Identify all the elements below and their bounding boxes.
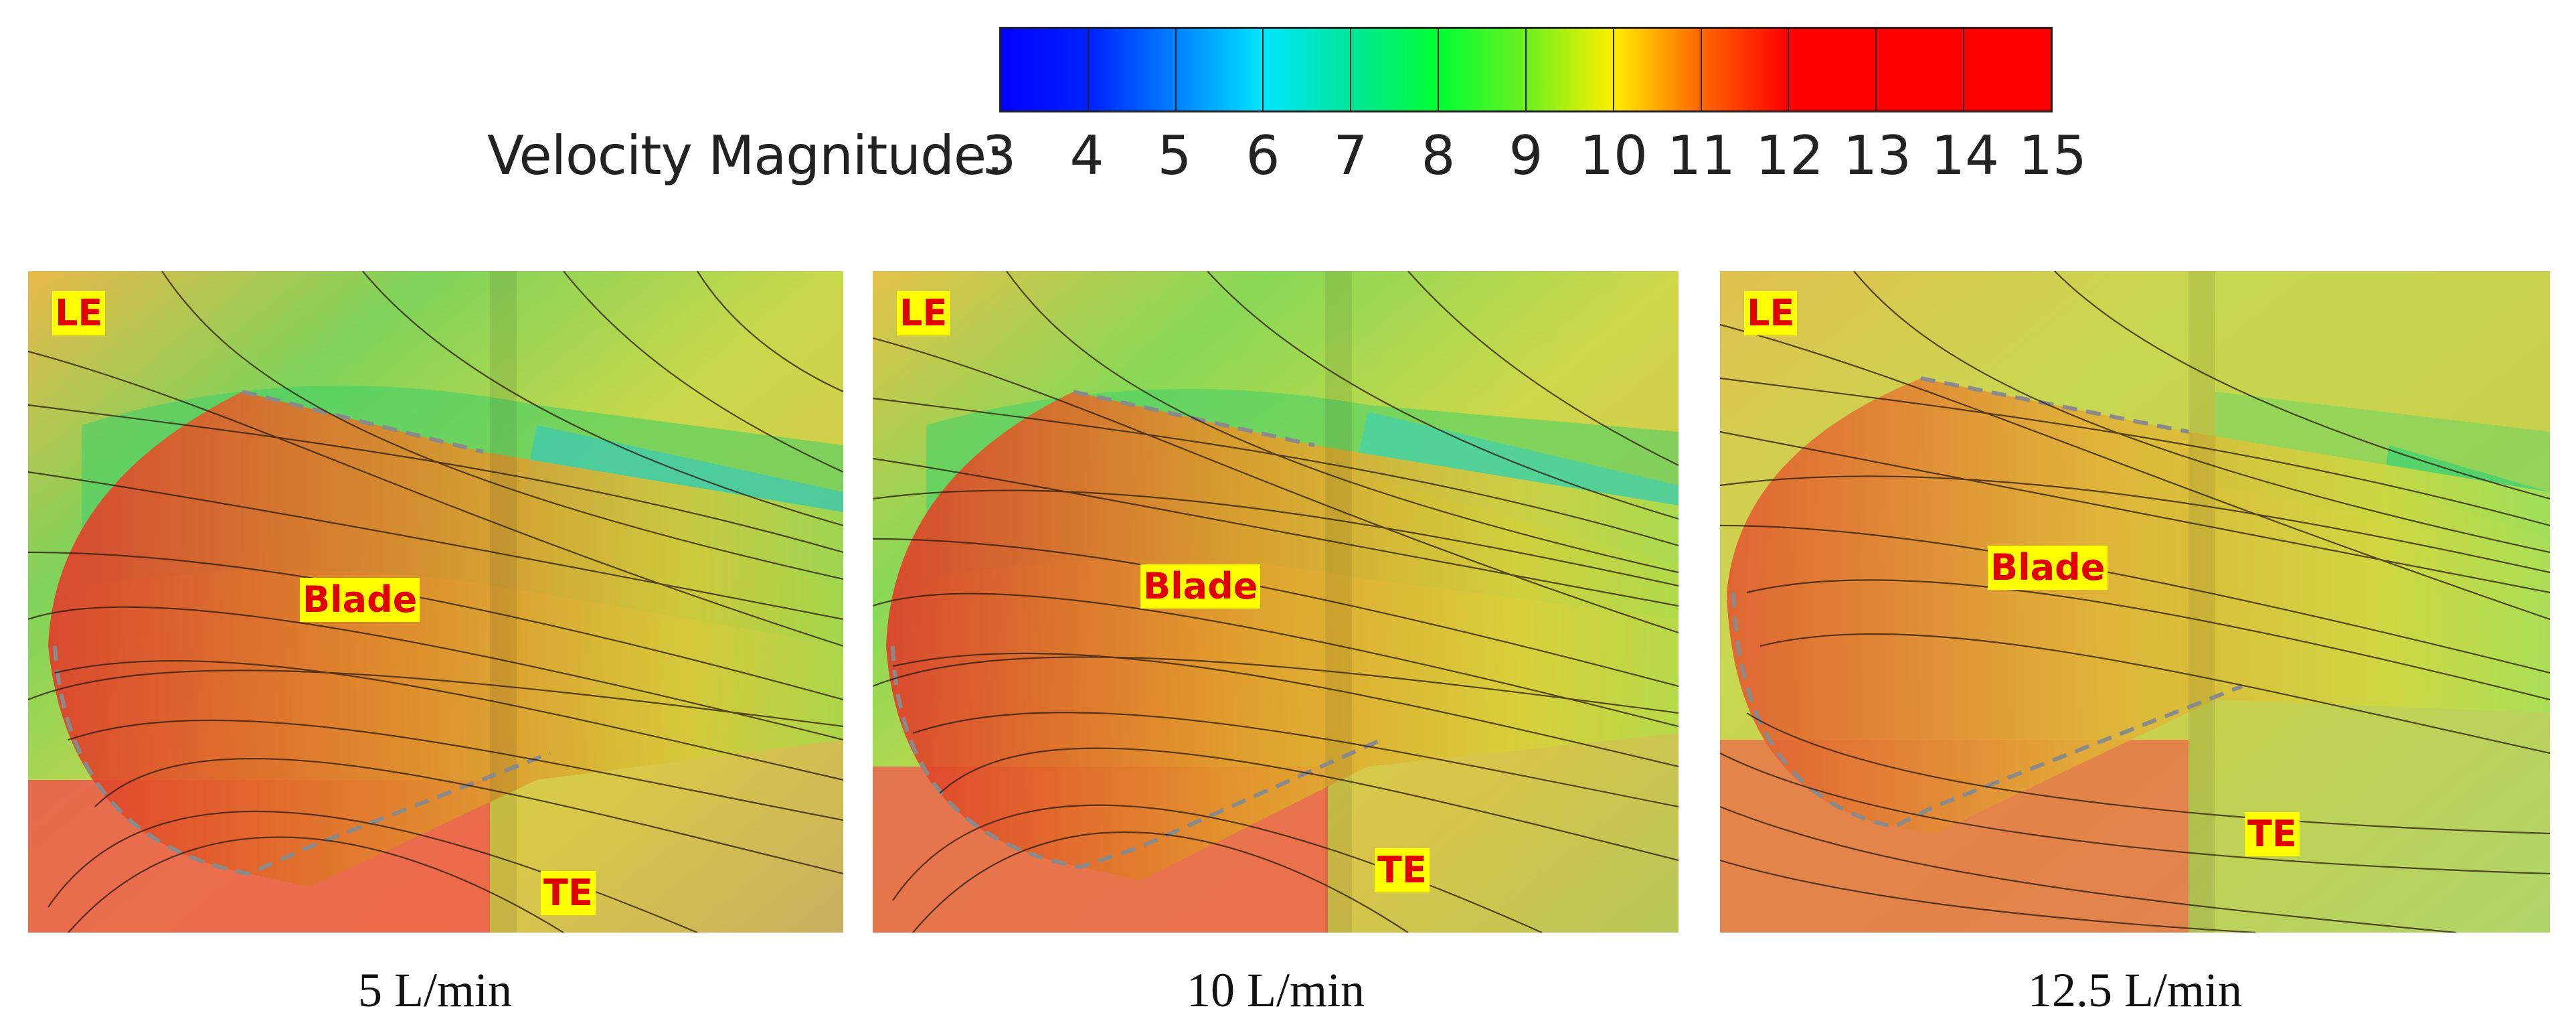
flow-panel-5lpm: LE Blade TE: [28, 271, 843, 933]
legend-tick: 10: [1579, 125, 1648, 187]
flow-panel-10lpm: LE Blade TE: [873, 271, 1679, 933]
legend-tick: 14: [1931, 125, 1999, 187]
legend-tick: 7: [1333, 125, 1368, 187]
color-bar-segment: [1789, 29, 1877, 110]
panel-caption: 5 L/min: [358, 963, 512, 1017]
panel-caption: 12.5 L/min: [2028, 963, 2242, 1017]
legend-tick: 4: [1069, 125, 1104, 187]
color-bar-segment: [1526, 29, 1614, 110]
color-bar-segment: [1176, 29, 1264, 110]
blade-label: Blade: [1988, 546, 2108, 590]
trailing-edge-label: TE: [1375, 848, 1430, 892]
velocity-field-image: [28, 271, 843, 933]
trailing-edge-label: TE: [2245, 812, 2300, 856]
legend-tick: 5: [1157, 125, 1192, 187]
color-bar-segment: [1088, 29, 1177, 110]
legend-tick: 6: [1246, 125, 1280, 187]
legend-tick: 15: [2019, 125, 2087, 187]
legend-tick: 12: [1755, 125, 1824, 187]
leading-edge-label: LE: [1744, 291, 1798, 335]
legend-tick: 11: [1667, 125, 1735, 187]
panel-caption: 10 L/min: [1187, 963, 1365, 1017]
blade-label: Blade: [300, 578, 420, 622]
trailing-edge-label: TE: [541, 871, 596, 915]
legend-tick: 8: [1421, 125, 1456, 187]
color-bar-segment: [1001, 29, 1089, 110]
color-bar-segment: [1264, 29, 1352, 110]
velocity-field-image: [1720, 271, 2550, 933]
flow-panel-12-5lpm: LE Blade TE: [1720, 271, 2550, 933]
color-bar-segment: [1877, 29, 1965, 110]
velocity-color-bar: [999, 27, 2053, 112]
legend-tick: 3: [982, 125, 1017, 187]
color-bar-segment: [1614, 29, 1702, 110]
color-bar-segment: [1701, 29, 1790, 110]
legend-tick: 9: [1509, 125, 1543, 187]
velocity-field-image: [873, 271, 1679, 933]
color-bar-segment: [1964, 29, 2051, 110]
blade-label: Blade: [1140, 564, 1261, 609]
legend-tick: 13: [1843, 125, 1911, 187]
legend-title: Velocity Magnitude:: [487, 125, 1004, 187]
color-bar-segment: [1439, 29, 1527, 110]
leading-edge-label: LE: [52, 291, 106, 335]
color-bar-segment: [1351, 29, 1440, 110]
leading-edge-label: LE: [897, 291, 950, 335]
